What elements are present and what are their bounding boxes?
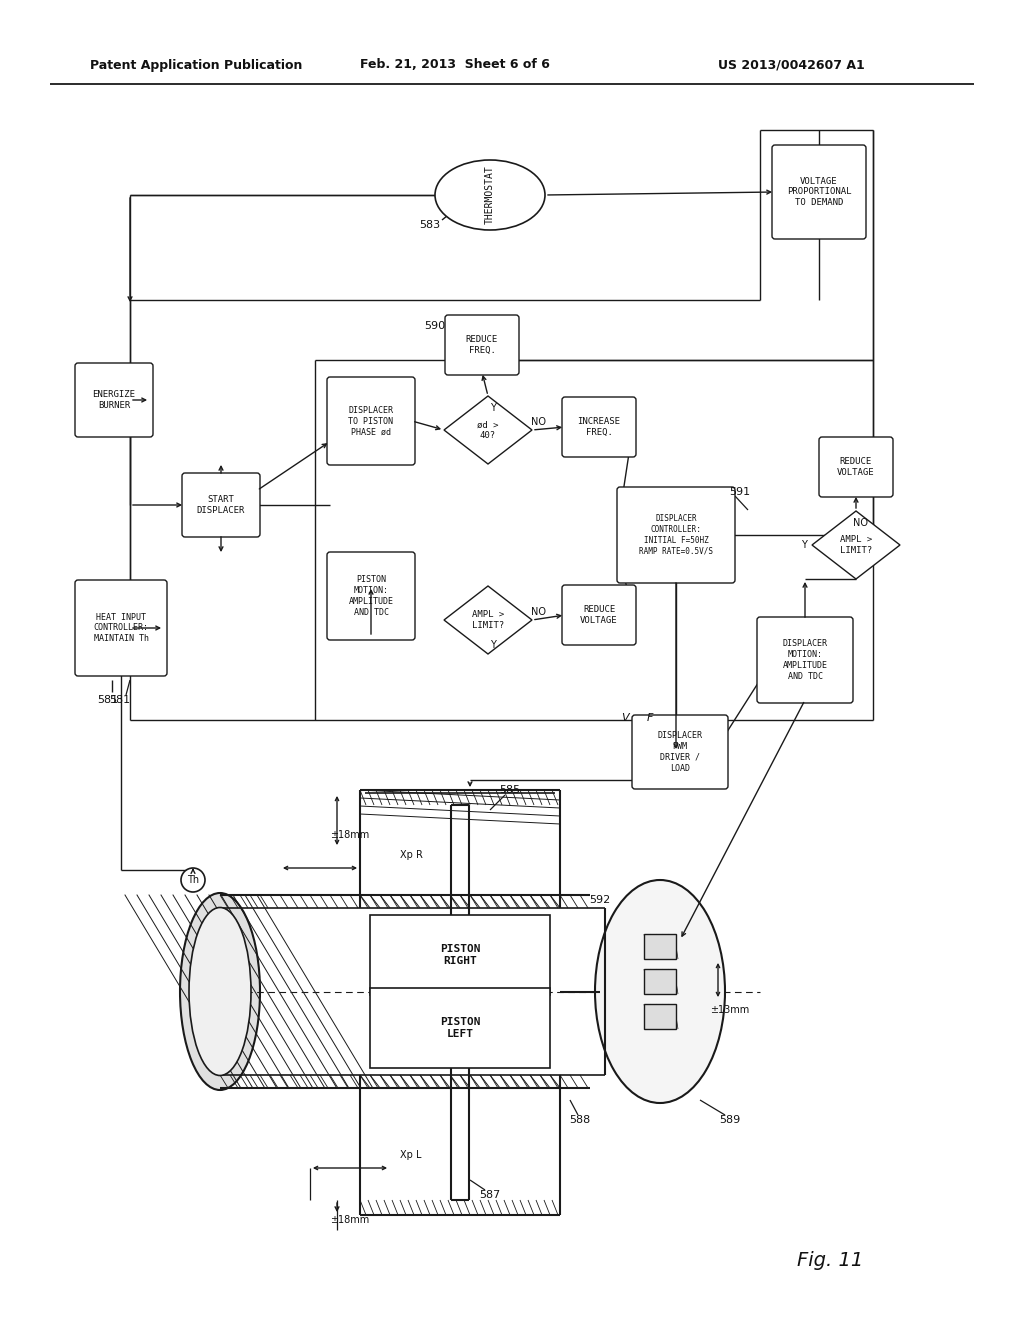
FancyBboxPatch shape (182, 473, 260, 537)
Bar (644, 935, 676, 960)
FancyBboxPatch shape (562, 397, 636, 457)
FancyBboxPatch shape (819, 437, 893, 498)
FancyBboxPatch shape (562, 585, 636, 645)
Text: REDUCE
FREQ.: REDUCE FREQ. (466, 335, 498, 355)
Text: AMPL >
LIMIT?: AMPL > LIMIT? (472, 610, 504, 630)
Text: PISTON
MOTION:
AMPLITUDE
AND TDC: PISTON MOTION: AMPLITUDE AND TDC (348, 576, 393, 616)
Bar (370, 987, 550, 1068)
Text: DISPLACER
MOTION:
AMPLITUDE
AND TDC: DISPLACER MOTION: AMPLITUDE AND TDC (782, 639, 827, 681)
Text: 581: 581 (110, 696, 131, 705)
Text: NO: NO (530, 417, 546, 426)
FancyBboxPatch shape (772, 145, 866, 239)
Text: 588: 588 (569, 1115, 591, 1125)
FancyBboxPatch shape (617, 487, 735, 583)
Text: Y: Y (490, 640, 496, 649)
FancyBboxPatch shape (75, 579, 167, 676)
Ellipse shape (189, 908, 251, 1076)
Text: START
DISPLACER: START DISPLACER (197, 495, 245, 515)
Text: 591: 591 (729, 487, 751, 498)
Text: Patent Application Publication: Patent Application Publication (90, 58, 302, 71)
Text: 585: 585 (500, 785, 520, 795)
Text: V: V (622, 713, 629, 723)
FancyBboxPatch shape (632, 715, 728, 789)
Polygon shape (812, 511, 900, 579)
Text: Xp L: Xp L (400, 1150, 422, 1160)
Text: REDUCE
VOLTAGE: REDUCE VOLTAGE (838, 457, 874, 477)
Text: NO: NO (530, 607, 546, 616)
FancyBboxPatch shape (75, 363, 153, 437)
Text: AMPL >
LIMIT?: AMPL > LIMIT? (840, 536, 872, 554)
Text: ±13mm: ±13mm (711, 1005, 750, 1015)
Text: Fig. 11: Fig. 11 (797, 1250, 863, 1270)
Text: Xp R: Xp R (400, 850, 423, 861)
Text: DISPLACER
TO PISTON
PHASE ød: DISPLACER TO PISTON PHASE ød (348, 405, 393, 436)
Ellipse shape (180, 894, 260, 1090)
Text: INCREASE
FREQ.: INCREASE FREQ. (578, 417, 621, 437)
Text: 587: 587 (479, 1191, 501, 1200)
Text: US 2013/0042607 A1: US 2013/0042607 A1 (718, 58, 864, 71)
FancyBboxPatch shape (757, 616, 853, 704)
Polygon shape (444, 396, 532, 465)
Text: Y: Y (490, 403, 496, 413)
Bar (370, 915, 550, 995)
Text: ±18mm: ±18mm (331, 1214, 370, 1225)
Ellipse shape (595, 880, 725, 1104)
Bar (644, 969, 676, 994)
Text: NO: NO (853, 517, 868, 528)
Text: 590: 590 (424, 321, 445, 331)
Text: Th: Th (187, 875, 199, 884)
Bar (644, 1005, 676, 1030)
Text: 581: 581 (97, 696, 119, 705)
FancyBboxPatch shape (327, 552, 415, 640)
Text: DISPLACER
PWM
DRIVER /
LOAD: DISPLACER PWM DRIVER / LOAD (657, 731, 702, 772)
Text: ød >
40?: ød > 40? (477, 420, 499, 440)
Text: 592: 592 (590, 895, 610, 906)
Text: 583: 583 (420, 220, 440, 230)
Text: PISTON
RIGHT: PISTON RIGHT (439, 944, 480, 966)
Polygon shape (444, 586, 532, 653)
Text: ENERGIZE
BURNER: ENERGIZE BURNER (92, 391, 135, 411)
Text: Feb. 21, 2013  Sheet 6 of 6: Feb. 21, 2013 Sheet 6 of 6 (360, 58, 550, 71)
FancyBboxPatch shape (327, 378, 415, 465)
Text: F: F (647, 713, 653, 723)
Text: 589: 589 (720, 1115, 740, 1125)
Text: THERMOSTAT: THERMOSTAT (485, 165, 495, 224)
Ellipse shape (435, 160, 545, 230)
Text: ±18mm: ±18mm (331, 830, 370, 840)
FancyBboxPatch shape (445, 315, 519, 375)
Text: VOLTAGE
PROPORTIONAL
TO DEMAND: VOLTAGE PROPORTIONAL TO DEMAND (786, 177, 851, 207)
Circle shape (181, 869, 205, 892)
Text: DISPLACER
CONTROLLER:
INITIAL F=50HZ
RAMP RATE=0.5V/S: DISPLACER CONTROLLER: INITIAL F=50HZ RAM… (639, 515, 713, 556)
Text: REDUCE
VOLTAGE: REDUCE VOLTAGE (581, 605, 617, 624)
Text: PISTON
LEFT: PISTON LEFT (439, 1018, 480, 1039)
Text: HEAT INPUT
CONTROLLER:
MAINTAIN Th: HEAT INPUT CONTROLLER: MAINTAIN Th (93, 612, 148, 643)
Text: Y: Y (801, 540, 807, 550)
